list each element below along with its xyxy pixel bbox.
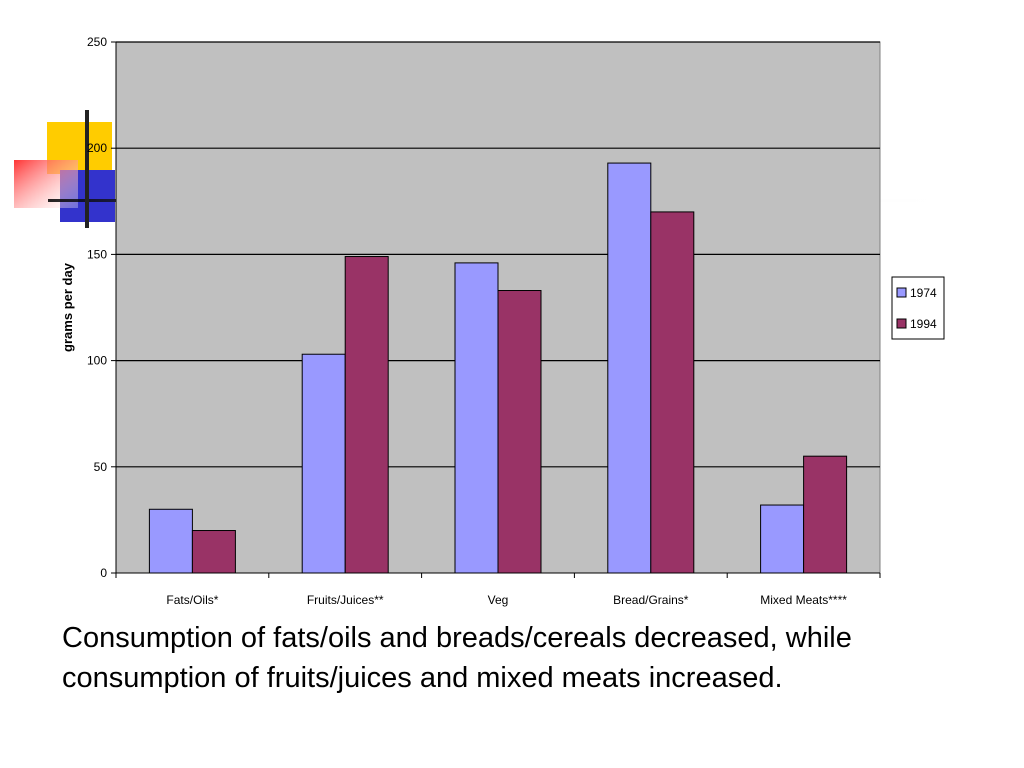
x-category-label: Mixed Meats****: [760, 593, 847, 607]
bar-1994-4: [803, 455, 848, 574]
x-category-label: Bread/Grains*: [613, 593, 689, 607]
y-axis-label: grams per day: [60, 262, 75, 352]
x-category-label: Fats/Oils*: [166, 593, 218, 607]
bar-1994-2: [497, 290, 542, 574]
bar-1974-2: [454, 262, 499, 574]
legend-swatch-1994: [896, 318, 907, 329]
y-tick-label: 200: [87, 141, 107, 155]
bar-1994-3: [650, 211, 695, 574]
y-tick-label: 150: [87, 247, 107, 261]
bar-1974-0: [148, 508, 193, 574]
y-tick-label: 50: [94, 460, 108, 474]
legend-label-1974: 1974: [910, 286, 937, 300]
bar-1974-1: [301, 353, 346, 574]
legend-box: [891, 276, 945, 340]
bar-1994-1: [344, 256, 389, 574]
bar-1994-0: [191, 530, 236, 574]
y-tick-label: 250: [87, 35, 107, 49]
chart-legend: 1974 1994: [891, 276, 945, 340]
slide-caption: Consumption of fats/oils and breads/cere…: [62, 622, 852, 694]
bar-1974-3: [607, 162, 652, 574]
x-category-label: Fruits/Juices**: [307, 593, 384, 607]
y-tick-label: 100: [87, 354, 107, 368]
x-category-label: Veg: [488, 593, 509, 607]
bar-1974-4: [760, 504, 805, 574]
y-tick-label: 0: [100, 566, 107, 580]
legend-label-1994: 1994: [910, 317, 937, 331]
legend-swatch-1974: [896, 287, 907, 298]
bar-chart: 0 50 100 150 200 250 Fats/Oils* Fruits/Juices**…: [60, 35, 945, 607]
